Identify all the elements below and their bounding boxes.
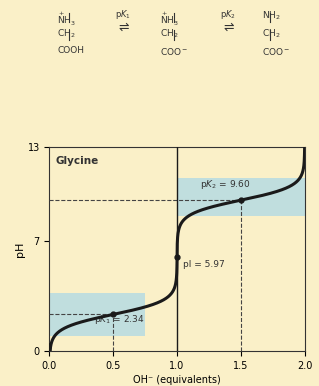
Text: pI = 5.97: pI = 5.97 <box>183 260 225 269</box>
Text: Glycine: Glycine <box>56 156 99 166</box>
X-axis label: OH⁻ (equivalents): OH⁻ (equivalents) <box>133 375 221 385</box>
Text: COOH: COOH <box>57 46 85 54</box>
Text: p$K_1$: p$K_1$ <box>115 8 131 21</box>
Y-axis label: pH: pH <box>15 241 25 257</box>
Text: CH$_2$: CH$_2$ <box>57 27 76 39</box>
Text: p$K_2$: p$K_2$ <box>220 8 236 21</box>
Text: COO$^-$: COO$^-$ <box>262 46 290 56</box>
Text: NH$_2$: NH$_2$ <box>262 10 280 22</box>
Bar <box>177 178 305 216</box>
Text: CH$_2$: CH$_2$ <box>262 27 280 39</box>
Text: $\rightleftharpoons$: $\rightleftharpoons$ <box>116 20 130 34</box>
Text: $\rightleftharpoons$: $\rightleftharpoons$ <box>221 20 235 34</box>
Bar <box>49 293 145 335</box>
Text: p$K_1$ = 2.34: p$K_1$ = 2.34 <box>94 313 145 326</box>
Text: p$K_2$ = 9.60: p$K_2$ = 9.60 <box>200 178 251 191</box>
Text: $\rm\overset{+}{N}H_3$: $\rm\overset{+}{N}H_3$ <box>57 10 77 28</box>
Text: CH$_2$: CH$_2$ <box>160 27 178 39</box>
Text: COO$^-$: COO$^-$ <box>160 46 188 56</box>
Text: $\rm\overset{+}{N}H_3$: $\rm\overset{+}{N}H_3$ <box>160 10 179 28</box>
